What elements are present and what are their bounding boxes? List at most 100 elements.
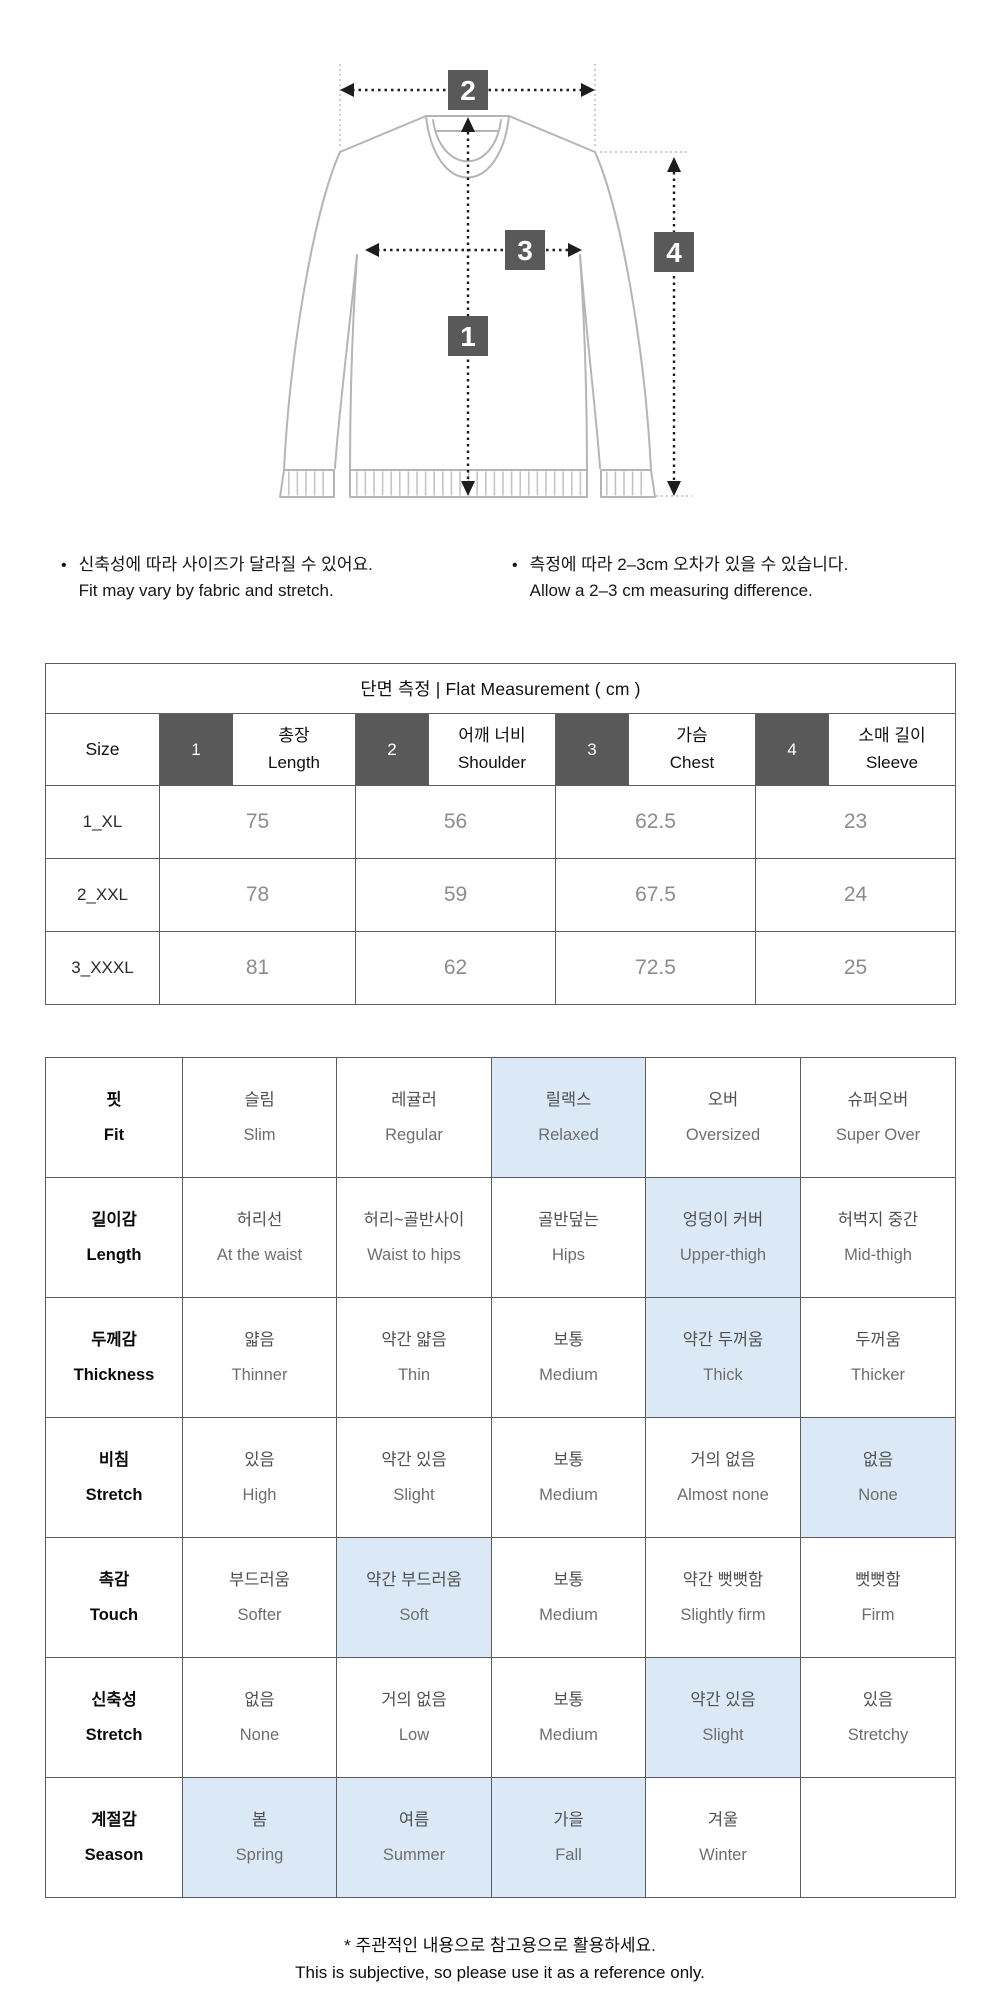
note-text: 신축성에 따라 사이즈가 달라질 수 있어요. Fit may vary by … (79, 552, 373, 605)
row-label: 신축성 Stretch (45, 1657, 183, 1778)
cell-en: Hips (551, 1246, 585, 1264)
cell-ko: 뻣뻣함 (855, 1570, 901, 1589)
fit-guide-cell: 거의 없음 Almost none (645, 1417, 801, 1538)
measure-arrows (352, 88, 676, 481)
row-label-en: Touch (89, 1606, 139, 1624)
fit-guide-row: 두께감 Thickness 얇음 Thinner 약간 얇음 Thin 보통 Medium 약간… (45, 1297, 956, 1418)
cell-ko: 두꺼움 (855, 1330, 901, 1349)
size-label: 1_XL (45, 785, 160, 859)
column-badge-2: 2 (355, 713, 429, 786)
cell-ko: 있음 (244, 1450, 275, 1469)
row-label: 계절감 Season (45, 1777, 183, 1898)
cell-ko: 얇음 (244, 1330, 275, 1349)
cell-ko: 슬림 (244, 1090, 275, 1109)
value-chest: 72.5 (555, 931, 756, 1005)
value-sleeve: 24 (754, 858, 957, 932)
column-header-length: 총장 Length (232, 713, 356, 786)
bullet-icon: • (512, 557, 518, 574)
cell-en: High (242, 1486, 277, 1504)
column-badge-4: 4 (755, 713, 829, 786)
value-chest: 62.5 (555, 785, 756, 859)
cell-en: At the waist (216, 1246, 303, 1264)
cell-ko: 거의 없음 (381, 1690, 447, 1709)
column-badge-1: 1 (159, 713, 233, 786)
value-length: 78 (159, 858, 356, 932)
fit-guide-cell: 슬림 Slim (182, 1057, 337, 1178)
fit-guide-cell: 얇음 Thinner (182, 1297, 337, 1418)
row-label: 핏 Fit (45, 1057, 183, 1178)
cell-en: Thinner (231, 1366, 288, 1384)
cell-en: Mid-thigh (844, 1246, 912, 1264)
fit-guide-row: 신축성 Stretch 없음 None 거의 없음 Low 보통 Medium 약간 있음 Sli… (45, 1657, 956, 1778)
value-length: 75 (159, 785, 356, 859)
size-label: 2_XXL (45, 858, 160, 932)
fit-guide-cell: 슈퍼오버 Super Over (800, 1057, 956, 1178)
value-shoulder: 59 (355, 858, 556, 932)
row-label: 길이감 Length (45, 1177, 183, 1298)
note-text: 측정에 따라 2–3cm 오차가 있을 수 있습니다. Allow a 2–3 … (530, 552, 849, 605)
cell-en: Slight (393, 1486, 435, 1504)
cell-ko: 릴랙스 (545, 1090, 592, 1109)
cell-en: Medium (539, 1606, 598, 1624)
cell-ko: 약간 있음 (690, 1690, 756, 1709)
value-length: 81 (159, 931, 356, 1005)
row-label-ko: 핏 (106, 1090, 122, 1109)
disclaimer: * 주관적인 내용으로 참고용으로 활용하세요. This is subject… (0, 1932, 1000, 1986)
fit-guide-cell: 보통 Medium (491, 1657, 646, 1778)
cell-ko: 허벅지 중간 (837, 1210, 919, 1229)
cell-ko: 약간 두꺼움 (682, 1330, 764, 1349)
cell-ko: 허리선 (236, 1210, 283, 1229)
cell-en: Thin (397, 1366, 431, 1384)
row-label-ko: 촉감 (98, 1570, 130, 1589)
disclaimer-en: This is subjective, so please use it as … (295, 1963, 705, 1983)
fit-guide-cell: 없음 None (182, 1657, 337, 1778)
row-label-en: Season (84, 1846, 144, 1864)
badge-1: 1 (460, 321, 476, 352)
cell-en: Super Over (835, 1126, 921, 1144)
value-shoulder: 62 (355, 931, 556, 1005)
header-en: Sleeve (866, 752, 919, 772)
fit-guide-cell: 허리선 At the waist (182, 1177, 337, 1298)
cell-ko: 가을 (553, 1810, 584, 1829)
cell-ko: 보통 (553, 1690, 584, 1709)
cell-en: Almost none (677, 1486, 769, 1504)
header-ko: 소매 길이 (858, 726, 926, 746)
row-label-en: Fit (103, 1126, 125, 1144)
cell-en: Slim (243, 1126, 276, 1144)
cell-ko: 부드러움 (229, 1570, 290, 1589)
cell-en: Thicker (850, 1366, 906, 1384)
header-ko: 가슴 (676, 726, 708, 746)
value-chest: 67.5 (555, 858, 756, 932)
fit-guide-cell: 두꺼움 Thicker (800, 1297, 956, 1418)
cell-en: None (858, 1486, 898, 1504)
fit-guide-cell: 약간 부드러움 Soft (336, 1537, 492, 1658)
fit-guide-cell: 릴랙스 Relaxed (491, 1057, 646, 1178)
cell-en: Relaxed (538, 1126, 599, 1144)
row-label-en: Length (86, 1246, 142, 1264)
note-en: Fit may vary by fabric and stretch. (78, 581, 334, 601)
cell-ko: 골반덮는 (538, 1210, 599, 1229)
fit-guide-cell: 레귤러 Regular (336, 1057, 492, 1178)
cell-en: Medium (539, 1366, 598, 1384)
note-stretch: • 신축성에 따라 사이즈가 달라질 수 있어요. Fit may vary b… (45, 552, 504, 605)
fit-guide-cell: 없음 None (800, 1417, 956, 1538)
cell-en: Firm (861, 1606, 895, 1624)
cell-ko: 약간 뻣뻣함 (682, 1570, 764, 1589)
column-header-chest: 가슴 Chest (628, 713, 756, 786)
fit-guide-cell: 있음 Stretchy (800, 1657, 956, 1778)
cell-ko: 없음 (862, 1450, 894, 1469)
badge-3: 3 (517, 235, 533, 266)
cell-ko: 오버 (707, 1090, 739, 1109)
row-label-ko: 두께감 (91, 1330, 137, 1349)
cell-en: Oversized (685, 1126, 761, 1144)
arrow-heads (340, 83, 681, 496)
fit-guide-cell: 골반덮는 Hips (491, 1177, 646, 1298)
cell-ko: 없음 (244, 1690, 275, 1709)
fit-guide-row: 촉감 Touch 부드러움 Softer 약간 부드러움 Soft 보통 Medium 약간 뻣… (45, 1537, 956, 1658)
cell-ko: 허리~골반사이 (363, 1210, 465, 1229)
cell-ko: 보통 (553, 1330, 584, 1349)
cell-ko: 레귤러 (391, 1090, 437, 1109)
fit-guide-cell: 뻣뻣함 Firm (800, 1537, 956, 1658)
cell-ko: 있음 (862, 1690, 894, 1709)
fit-guide-cell: 봄 Spring (182, 1777, 337, 1898)
